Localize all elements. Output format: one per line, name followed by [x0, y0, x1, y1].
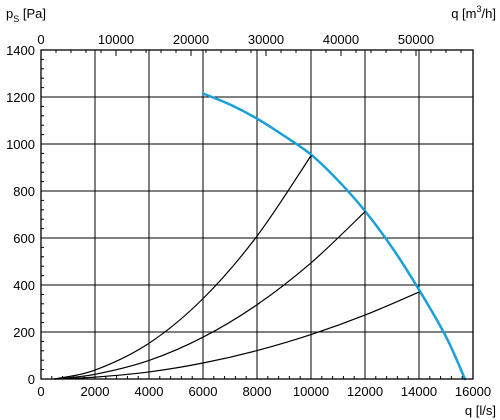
x-bottom-tick-label: 14000 [401, 384, 437, 399]
y-tick-label: 1200 [6, 90, 35, 105]
x-bottom-tick-label: 16000 [455, 384, 491, 399]
x-bottom-tick-label: 10000 [293, 384, 329, 399]
grid [41, 50, 473, 379]
x-top-axis-label: q [m3/h] [451, 4, 496, 21]
y-axis-label: pS [Pa] [6, 6, 46, 24]
plot-frame [40, 49, 474, 380]
x-bottom-tick-label: 6000 [189, 384, 218, 399]
x-top-tick-label: 30000 [248, 32, 284, 47]
x-top-tick-label: 20000 [173, 32, 209, 47]
system-curve-3 [53, 291, 420, 380]
x-top-tick-label: 40000 [323, 32, 359, 47]
y-tick-label: 1400 [6, 43, 35, 58]
x-bottom-tick-label: 2000 [81, 384, 110, 399]
system-curve-1 [53, 155, 312, 380]
minor-ticks [40, 50, 463, 379]
tick-labels: 0 2000 4000 6000 8000 10000 12000 14000 16000020… [6, 32, 491, 399]
x-top-tick-label: 50000 [398, 32, 434, 47]
y-tick-label: 800 [13, 184, 35, 199]
y-tick-label: 600 [13, 231, 35, 246]
system-curve-2 [53, 211, 366, 380]
y-tick-label: 400 [13, 278, 35, 293]
x-bottom-tick-label: 0 [37, 384, 44, 399]
y-tick-label: 1000 [6, 137, 35, 152]
x-bottom-axis-label: q [l/s] [465, 403, 496, 418]
x-top-tick-label: 10000 [98, 32, 134, 47]
x-top-tick-label: 0 [37, 32, 44, 47]
y-tick-label: 0 [28, 372, 35, 387]
x-bottom-tick-label: 4000 [135, 384, 164, 399]
fan-curve [201, 92, 467, 381]
curves [53, 92, 467, 381]
x-bottom-tick-label: 12000 [347, 384, 383, 399]
x-bottom-tick-label: 8000 [243, 384, 272, 399]
y-tick-label: 200 [13, 325, 35, 340]
